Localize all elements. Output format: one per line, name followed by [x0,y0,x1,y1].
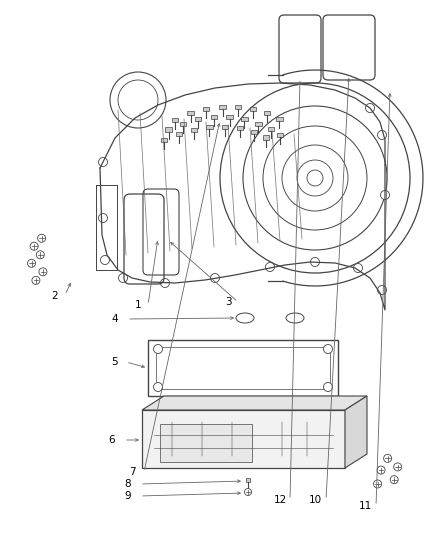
Circle shape [28,259,35,268]
Text: 3: 3 [225,297,231,307]
Bar [180,122,186,126]
Circle shape [39,268,47,276]
Circle shape [30,242,38,251]
Circle shape [324,383,332,392]
Circle shape [211,273,219,282]
Text: 9: 9 [125,491,131,501]
Bar [219,104,226,109]
Bar [187,111,194,115]
Polygon shape [345,396,367,468]
Circle shape [384,454,392,463]
Bar [276,117,283,121]
Circle shape [99,157,107,166]
Text: 10: 10 [308,495,321,505]
Text: 11: 11 [358,501,371,511]
Circle shape [378,286,386,295]
Polygon shape [142,410,345,468]
Bar [226,115,233,119]
Bar [148,340,338,396]
Bar [268,127,274,131]
Circle shape [32,276,40,285]
Bar [176,132,182,136]
Bar [156,347,330,389]
Text: 8: 8 [125,479,131,489]
Circle shape [374,480,381,488]
Circle shape [153,344,162,353]
Text: 5: 5 [111,357,117,367]
Bar [211,115,217,119]
Bar [237,126,243,131]
Bar [277,133,283,138]
Bar [161,138,167,142]
Circle shape [365,103,374,112]
Bar [203,107,209,111]
Circle shape [38,234,46,243]
Circle shape [100,255,110,264]
Text: 2: 2 [52,291,58,301]
Circle shape [378,131,386,140]
Bar [250,107,256,111]
Bar [241,117,247,122]
Text: 1: 1 [135,300,141,310]
Text: 6: 6 [109,435,115,445]
Bar [235,104,241,109]
Bar [263,135,269,140]
Circle shape [377,466,385,474]
Circle shape [311,257,319,266]
Circle shape [36,251,44,259]
Bar [246,479,251,482]
Circle shape [244,489,251,496]
Text: 12: 12 [273,495,286,505]
Bar [206,125,212,130]
Circle shape [160,279,170,287]
Circle shape [324,344,332,353]
Bar [160,424,252,462]
Circle shape [394,463,402,471]
Bar [255,122,261,126]
Circle shape [390,475,398,484]
Bar [222,125,228,129]
Polygon shape [142,396,367,410]
Bar [264,111,270,115]
Bar [172,118,178,122]
Text: 7: 7 [129,467,135,477]
Circle shape [99,214,107,222]
Bar [251,130,257,134]
Circle shape [153,383,162,392]
Text: 4: 4 [112,314,118,324]
Circle shape [353,263,363,272]
Bar [195,117,201,122]
Bar [191,128,197,132]
Bar [166,127,172,132]
Circle shape [265,262,275,271]
Circle shape [119,273,127,282]
Circle shape [381,190,389,199]
